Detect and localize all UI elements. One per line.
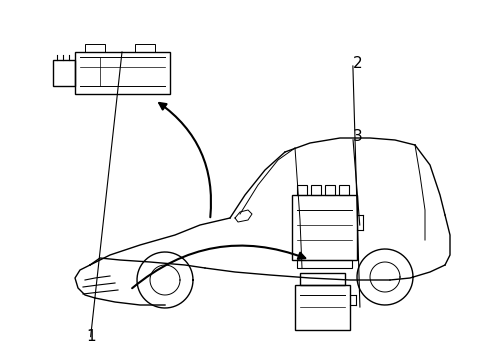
Text: 3: 3	[353, 129, 363, 144]
Bar	[75, 52, 170, 94]
Text: 2: 2	[353, 55, 363, 71]
Bar	[53, 60, 75, 86]
Bar	[311, 185, 321, 195]
Bar	[292, 195, 357, 260]
Bar	[300, 273, 345, 285]
FancyArrowPatch shape	[159, 103, 211, 217]
Bar	[295, 285, 350, 330]
Bar	[325, 185, 335, 195]
Bar	[297, 185, 307, 195]
Text: 1: 1	[86, 329, 96, 344]
Bar	[85, 44, 105, 52]
Bar	[297, 260, 352, 268]
Bar	[339, 185, 349, 195]
FancyArrowPatch shape	[132, 246, 305, 288]
Bar	[135, 44, 155, 52]
